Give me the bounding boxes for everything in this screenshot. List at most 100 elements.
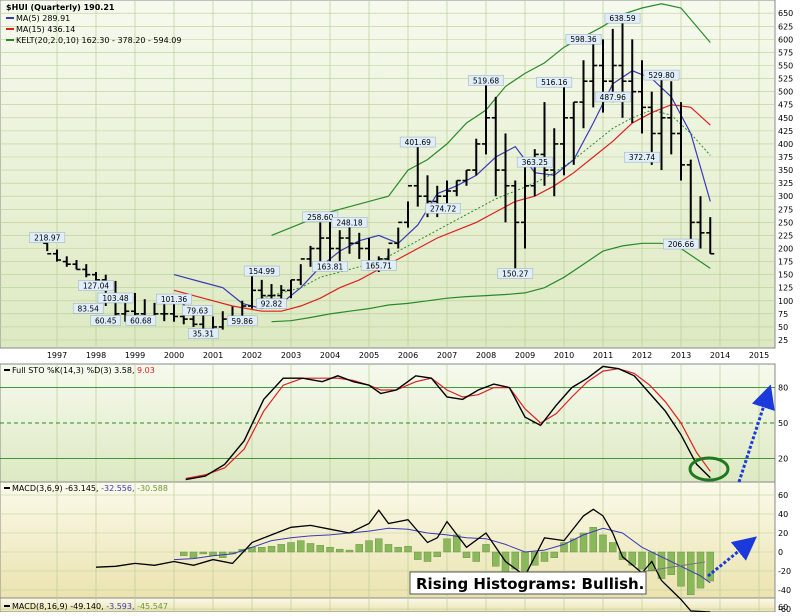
sto-tick-20: 20	[778, 454, 788, 463]
macd1-legend-prefix: MACD(3,6,9) -63.145,	[12, 484, 99, 493]
price-callout-label: 60.45	[95, 316, 117, 325]
ohlc-bar	[540, 102, 549, 186]
kelt-lower	[271, 242, 711, 323]
sto-legend-k: 3.58,	[114, 366, 134, 375]
ohlc-bar	[657, 75, 666, 171]
annotation-pointer	[639, 561, 706, 573]
price-callout: 83.54	[72, 303, 104, 314]
macd-tick-20: 20	[778, 529, 788, 538]
ohlc-bar	[686, 159, 695, 244]
price-callout-label: 372.74	[629, 153, 655, 162]
price-callout-label: 154.99	[249, 267, 275, 276]
sto-legend-d: 9.03	[137, 366, 155, 375]
macd-hist-bar	[258, 547, 266, 553]
price-callout: 154.99	[243, 265, 280, 277]
kelt-mid	[261, 109, 711, 299]
price-callout-label: 258.60	[307, 213, 333, 222]
ohlc-bar	[326, 219, 334, 262]
ohlc-bar	[355, 232, 364, 259]
x-tick-2000: 2000	[164, 351, 184, 360]
y-tick-475: 475	[778, 101, 793, 110]
price-callout: 372.74	[624, 151, 660, 163]
x-tick-2002: 2002	[242, 351, 262, 360]
price-callout: 248.18	[331, 217, 368, 228]
sto-up-arrow	[737, 384, 775, 483]
y-tick-75: 75	[778, 310, 788, 319]
macd-line	[95, 508, 711, 613]
macd-hist-bar	[696, 551, 705, 589]
x-tick-2001: 2001	[203, 351, 223, 360]
macd-hist-bar	[462, 551, 471, 558]
macd-hist-bar	[287, 542, 295, 553]
ohlc-bar	[287, 279, 295, 299]
price-callout: 79.63	[182, 305, 213, 316]
macd-tick--60: -60	[778, 605, 791, 612]
price-callout: 103.48	[97, 292, 134, 304]
macd-hist-bar	[550, 551, 558, 558]
ohlc-bar	[394, 221, 403, 249]
price-callout-label: 35.31	[193, 330, 215, 339]
price-callout: 274.72	[425, 203, 461, 214]
chart-title: $HUI (Quarterly) 190.21	[6, 3, 115, 12]
price-callout: 127.04	[78, 280, 114, 291]
price-callout-label: 127.04	[83, 282, 109, 291]
macd-hist-bar	[384, 544, 393, 553]
y-tick-350: 350	[778, 166, 793, 175]
price-callouts: 218.97 127.04 103.48 101.36 83.54 60.45 60.68 7…	[29, 12, 699, 339]
macd-hist-bar	[180, 551, 188, 556]
macd-hist-bar	[570, 538, 578, 553]
ohlc-bar	[452, 179, 461, 197]
x-tick-2007: 2007	[437, 351, 457, 360]
macd-hist-bar	[306, 543, 315, 553]
ohlc-bar	[72, 260, 81, 271]
macd-hist-bar	[326, 547, 334, 553]
y-tick-525: 525	[778, 75, 793, 84]
ohlc-bar	[82, 264, 91, 278]
macd2-legend: MACD(8,16,9) -49.140, -3.593, -45.547	[4, 602, 168, 611]
ohlc-bar	[248, 272, 256, 309]
price-callout: 101.36	[156, 293, 192, 305]
ohlc-bar	[696, 196, 705, 249]
price-callout: 59.86	[227, 315, 258, 327]
price-callout-label: 401.69	[405, 138, 431, 147]
macd-hist-bar	[404, 546, 412, 553]
macd-hist-bar	[267, 546, 276, 553]
macd-tick-60: 60	[778, 491, 788, 500]
y-tick-575: 575	[778, 48, 793, 57]
price-callout: 92.82	[256, 298, 287, 309]
x-tick-2008: 2008	[476, 351, 496, 360]
price-callout-label: 519.68	[473, 76, 499, 85]
y-tick-25: 25	[778, 336, 788, 345]
macd-hist-bar	[667, 551, 675, 575]
price-callout-label: 638.59	[609, 14, 635, 23]
x-tick-2004: 2004	[320, 351, 340, 360]
x-tick-1997: 1997	[47, 351, 67, 360]
ohlc-bar	[53, 249, 61, 262]
price-callout-label: 516.16	[541, 78, 567, 87]
y-tick-500: 500	[778, 88, 793, 97]
ohlc-bar	[569, 101, 578, 165]
price-callout-label: 163.81	[317, 262, 343, 271]
price-callout-label: 83.54	[77, 304, 99, 313]
macd-hist-bar	[706, 551, 714, 582]
x-tick-1998: 1998	[86, 351, 106, 360]
macd-hist-bar	[501, 551, 510, 574]
ohlc-bar	[628, 39, 637, 124]
macd-up-arrow	[707, 536, 757, 578]
price-callout: 60.68	[125, 315, 157, 326]
price-callout-label: 165.71	[366, 261, 392, 270]
ohlc-bar	[560, 83, 568, 176]
y-tick-150: 150	[778, 271, 793, 280]
y-tick-50: 50	[778, 323, 788, 332]
ohlc-bar	[550, 128, 559, 197]
macd2-legend-prefix: MACD(8,16,9) -49.140,	[12, 602, 104, 611]
price-callout-label: 92.82	[261, 300, 283, 309]
legend-ma15: MA(15) 436.14	[6, 25, 75, 34]
price-callout-label: 248.18	[336, 218, 362, 227]
annotation-box	[409, 571, 647, 595]
y-tick-125: 125	[778, 284, 793, 293]
x-tick-2015: 2015	[749, 351, 769, 360]
macd-hist-bar	[599, 534, 607, 553]
